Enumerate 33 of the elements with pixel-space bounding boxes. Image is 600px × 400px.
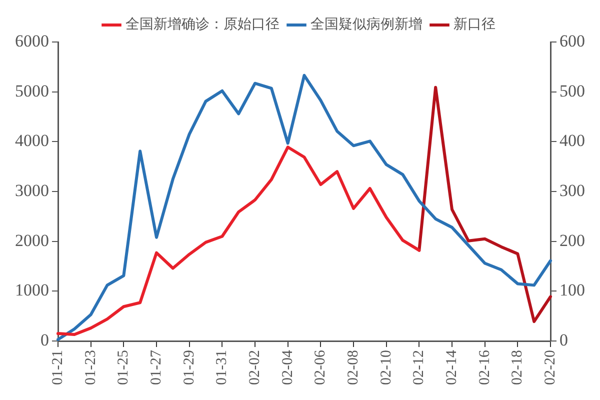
x-tick-label: 02-02 — [246, 350, 263, 386]
x-tick-label: 02-04 — [280, 350, 296, 386]
y-tick-label: 6000 — [15, 31, 49, 50]
x-tick-label: 01-23 — [82, 350, 99, 386]
x-tick-label: 01-29 — [181, 350, 198, 386]
x-tick-label: 02-08 — [345, 350, 362, 386]
y-tick-label: 3000 — [15, 180, 49, 200]
y2-tick-label: 200 — [560, 230, 585, 250]
y2-tick-label: 400 — [560, 131, 585, 150]
y2-tick-label: 100 — [560, 280, 585, 300]
y-tick-label: 1000 — [15, 280, 49, 300]
legend-label: 新口径 — [454, 16, 496, 33]
x-tick-label: 01-31 — [214, 350, 230, 386]
y2-tick-label: 0 — [560, 330, 568, 350]
x-tick-label: 01-25 — [116, 350, 132, 386]
x-tick-label: 02-16 — [476, 350, 493, 386]
x-tick-label: 02-18 — [510, 350, 526, 386]
y-tick-label: 0 — [40, 330, 49, 350]
x-tick-label: 02-14 — [444, 350, 460, 386]
y-tick-label: 5000 — [15, 81, 49, 100]
x-tick-label: 02-12 — [411, 350, 428, 386]
y2-tick-label: 500 — [560, 81, 585, 100]
legend-label: 全国新增确诊：原始口径 — [126, 16, 280, 33]
y-tick-label: 4000 — [15, 131, 49, 150]
y2-tick-label: 600 — [560, 31, 585, 50]
x-tick-label: 01-27 — [148, 350, 164, 386]
legend-label: 全国疑似病例新增 — [310, 16, 422, 33]
x-tick-label: 02-20 — [542, 350, 558, 386]
x-tick-label: 02-06 — [312, 350, 329, 386]
x-tick-label: 02-10 — [378, 350, 394, 386]
y2-tick-label: 300 — [560, 180, 585, 200]
x-tick-label: 01-21 — [50, 350, 66, 386]
y-tick-label: 2000 — [15, 230, 49, 250]
